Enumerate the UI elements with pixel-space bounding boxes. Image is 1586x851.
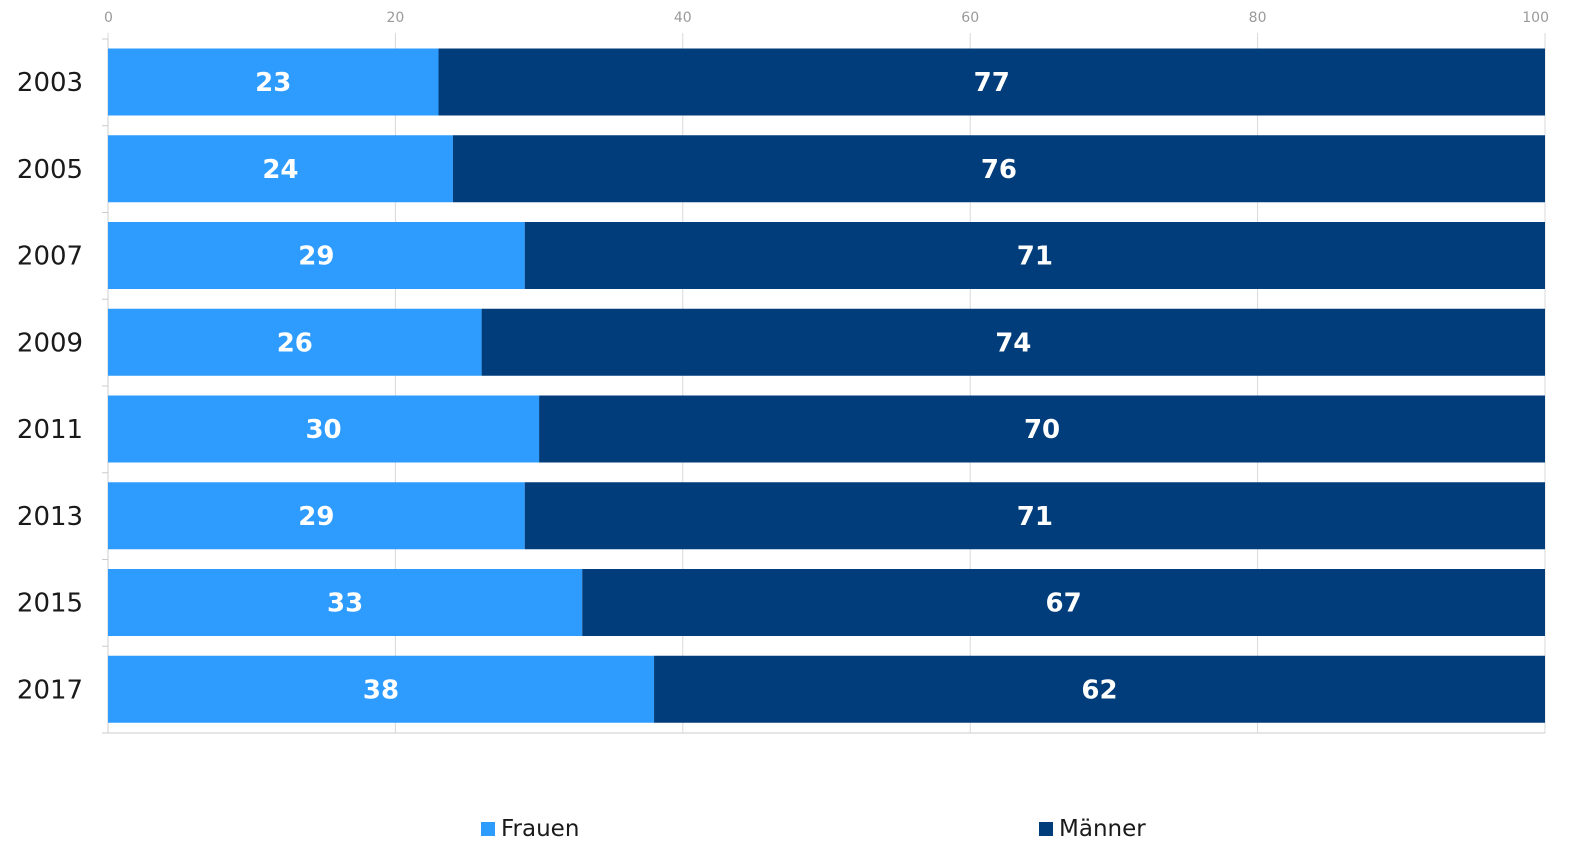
data-label-maenner-2003: 77 bbox=[974, 68, 1010, 98]
data-label-frauen-2005: 24 bbox=[262, 155, 298, 185]
y-category-label-2009: 2009 bbox=[17, 328, 83, 358]
data-label-frauen-2007: 29 bbox=[298, 242, 334, 272]
bar-maenner-2017 bbox=[654, 655, 1545, 723]
data-label-frauen-2003: 23 bbox=[255, 68, 291, 98]
y-category-label-2003: 2003 bbox=[17, 68, 83, 98]
data-label-maenner-2007: 71 bbox=[1017, 242, 1053, 272]
x-tick-label-0: 0 bbox=[104, 10, 113, 26]
legend-label-maenner: Männer bbox=[1059, 816, 1146, 842]
bars bbox=[108, 48, 1545, 723]
bar-frauen-2017 bbox=[108, 655, 655, 723]
data-label-maenner-2011: 70 bbox=[1024, 415, 1060, 445]
data-labels: 23 77 24 76 29 71 26 74 30 70 29 71 33 67 38 62 bbox=[255, 68, 1117, 705]
bar-frauen-2011 bbox=[108, 395, 540, 463]
y-category-label-2017: 2017 bbox=[17, 675, 83, 705]
bar-maenner-2003 bbox=[438, 48, 1545, 116]
bar-frauen-2003 bbox=[108, 48, 439, 116]
y-category-label-2015: 2015 bbox=[17, 589, 83, 619]
data-label-maenner-2005: 76 bbox=[981, 155, 1017, 185]
bar-frauen-2013 bbox=[108, 482, 525, 550]
data-label-frauen-2017: 38 bbox=[363, 675, 399, 705]
bar-frauen-2015 bbox=[108, 569, 583, 636]
x-tick-label-60: 60 bbox=[961, 10, 979, 26]
y-category-label-2007: 2007 bbox=[17, 242, 83, 272]
data-label-maenner-2017: 62 bbox=[1081, 675, 1117, 705]
x-tick-label-100: 100 bbox=[1522, 10, 1549, 26]
legend-swatch-frauen bbox=[481, 822, 495, 836]
data-label-frauen-2011: 30 bbox=[305, 415, 341, 445]
bar-frauen-2009 bbox=[108, 308, 482, 376]
y-category-label-2011: 2011 bbox=[17, 415, 83, 445]
legend-item-maenner: Männer bbox=[1039, 814, 1146, 844]
data-label-frauen-2013: 29 bbox=[298, 502, 334, 532]
y-category-label-2013: 2013 bbox=[17, 502, 83, 532]
x-tick-label-40: 40 bbox=[674, 10, 692, 26]
legend-item-frauen: Frauen bbox=[481, 814, 579, 844]
data-label-frauen-2015: 33 bbox=[327, 589, 363, 619]
axes: 0 20 40 60 80 100 2003 2005 2007 2009 2011 2013 2015… bbox=[17, 10, 1549, 734]
data-label-maenner-2013: 71 bbox=[1017, 502, 1053, 532]
bar-frauen-2005 bbox=[108, 135, 453, 203]
bar-maenner-2009 bbox=[481, 308, 1545, 376]
bar-maenner-2013 bbox=[524, 482, 1545, 550]
bar-maenner-2005 bbox=[452, 135, 1545, 203]
bar-maenner-2011 bbox=[539, 395, 1545, 463]
bar-frauen-2007 bbox=[108, 222, 525, 289]
bar-maenner-2007 bbox=[524, 222, 1545, 289]
bar-maenner-2015 bbox=[582, 569, 1545, 636]
x-tick-label-20: 20 bbox=[386, 10, 404, 26]
legend-label-frauen: Frauen bbox=[501, 816, 580, 842]
legend-swatch-maenner bbox=[1039, 822, 1053, 836]
data-label-frauen-2009: 26 bbox=[277, 328, 313, 358]
data-label-maenner-2015: 67 bbox=[1046, 589, 1082, 619]
x-tick-label-80: 80 bbox=[1249, 10, 1267, 26]
y-category-label-2005: 2005 bbox=[17, 155, 83, 185]
data-label-maenner-2009: 74 bbox=[995, 328, 1031, 358]
